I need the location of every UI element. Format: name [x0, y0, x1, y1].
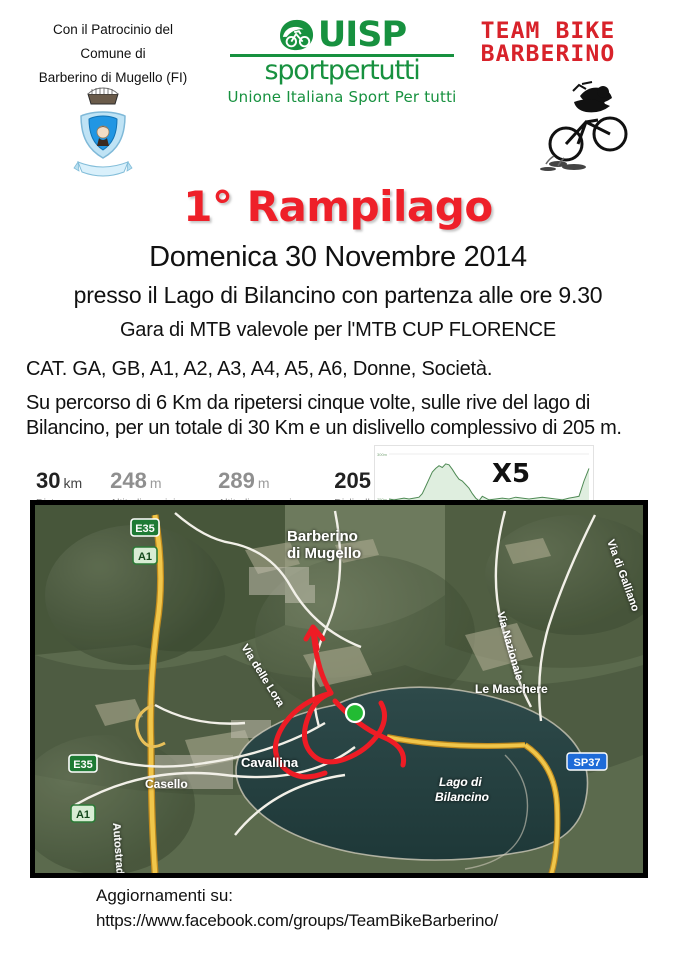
event-categories: CAT. GA, GB, A1, A2, A3, A4, A5, A6, Don… [26, 358, 493, 380]
svg-text:250m: 250m [377, 497, 388, 502]
laps-badge: X5 [492, 459, 531, 489]
chart-gridlines [389, 453, 589, 500]
uisp-fullname: Unione Italiana Sport Per tutti [227, 88, 457, 106]
road-badge-a1-top: A1 [132, 546, 158, 565]
course-map[interactable]: E35 A1 E35 A1 SP37 [30, 500, 648, 878]
stat-dislivello-value: 205 [334, 468, 371, 493]
uisp-emblem-icon [279, 19, 313, 51]
map-label-cavallina: Cavallina [241, 755, 299, 770]
start-marker-icon [344, 702, 366, 724]
svg-text:300m: 300m [377, 452, 388, 457]
autostrada-a1 [135, 514, 166, 873]
uisp-divider [230, 54, 454, 57]
poster-footer: Aggiornamenti su: https://www.facebook.c… [96, 886, 636, 931]
poster-title: 1° Rampilago [183, 182, 493, 231]
event-circuit: Gara di MTB valevole per l'MTB CUP FLORE… [119, 319, 557, 341]
patrocinio-line-1: Con il Patrocinio del [52, 22, 174, 37]
uisp-logo: UISP sportpertutti Unione Italiana Sport… [222, 15, 462, 107]
svg-text:SP37: SP37 [574, 757, 601, 769]
secondary-roads [74, 510, 597, 836]
svg-text:A1: A1 [138, 551, 152, 563]
map-label-le-maschere: Le Maschere [475, 682, 548, 696]
course-map-svg[interactable]: E35 A1 E35 A1 SP37 [35, 505, 643, 873]
map-place-labels: Barberino di Mugello Le Maschere Cavalli… [145, 528, 548, 804]
map-label-casello: Casello [145, 777, 188, 791]
chart-y-tick-labels: 300m 250m [377, 452, 388, 502]
uisp-tagline: sportpertutti [264, 55, 420, 86]
elevation-area [389, 463, 589, 508]
map-label-lago-1: Lago di [439, 775, 482, 789]
uisp-wordmark: UISP [317, 15, 407, 55]
footer-updates-label: Aggiornamenti su: [96, 886, 234, 905]
team-logo-line-2: BARBERINO [480, 42, 616, 67]
patrocinio-block: Con il Patrocinio del Comune di Barberin… [8, 18, 218, 90]
road-badge-e35-top: E35 [130, 518, 160, 537]
map-label-barberino-2: di Mugello [287, 545, 361, 562]
comune-crest-icon [73, 87, 133, 177]
map-label-autostrada: Autostrada d [110, 822, 127, 873]
stat-distanza-value: 30 [36, 468, 61, 493]
road-badge-e35-bottom: E35 [68, 754, 98, 773]
event-date: Domenica 30 Novembre 2014 [149, 241, 527, 273]
road-badge-a1-bottom: A1 [70, 804, 96, 823]
road-badge-sp37: SP37 [566, 752, 608, 771]
race-route [273, 624, 407, 780]
svg-text:E35: E35 [135, 523, 155, 535]
event-location: presso il Lago di Bilancino con partenza… [73, 282, 603, 308]
team-bike-barberino-logo: TEAM BIKE BARBERINO [458, 20, 638, 66]
stat-altmin-value: 248 [110, 468, 147, 493]
svg-text:A1: A1 [76, 809, 90, 821]
elevation-line [388, 463, 590, 502]
stat-altmin-unit: m [149, 475, 162, 491]
map-label-lago-2: Bilancino [435, 790, 489, 804]
mtb-cyclist-icon [540, 81, 628, 171]
strada-sp37 [386, 734, 561, 873]
event-details: CAT. GA, GB, A1, A2, A3, A4, A5, A6, Don… [26, 358, 648, 441]
patrocinio-line-2: Comune di [80, 46, 146, 61]
stat-altmax-unit: m [257, 475, 270, 491]
map-label-barberino-1: Barberino [287, 528, 358, 545]
footer-facebook-url[interactable]: https://www.facebook.com/groups/TeamBike… [96, 911, 498, 930]
patrocinio-line-3: Barberino di Mugello (FI) [38, 70, 188, 85]
poster-header: Con il Patrocinio del Comune di Barberin… [0, 0, 676, 190]
svg-text:E35: E35 [73, 759, 93, 771]
stat-altmax-value: 289 [218, 468, 255, 493]
stat-distanza-unit: km [63, 475, 83, 491]
team-logo-line-1: TEAM BIKE [480, 19, 616, 44]
event-description: Su percorso di 6 Km da ripetersi cinque … [26, 392, 622, 439]
